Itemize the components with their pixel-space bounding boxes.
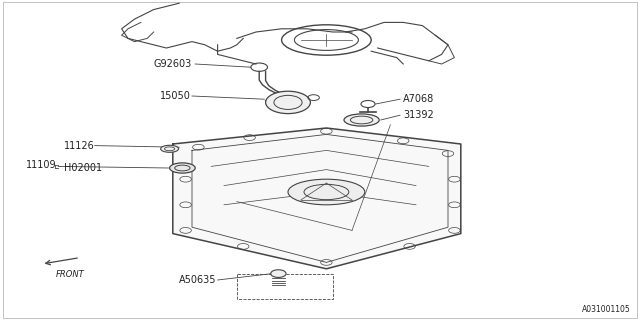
Ellipse shape (344, 114, 379, 126)
Ellipse shape (288, 179, 365, 205)
Text: A50635: A50635 (179, 275, 217, 285)
Text: FRONT: FRONT (56, 270, 84, 279)
Text: G92603: G92603 (154, 59, 192, 69)
Text: H02001: H02001 (64, 163, 102, 173)
Text: A7068: A7068 (403, 94, 435, 104)
Ellipse shape (170, 163, 195, 173)
Text: A031001105: A031001105 (582, 305, 630, 314)
Polygon shape (173, 128, 461, 269)
Text: 11109: 11109 (26, 160, 56, 170)
Ellipse shape (161, 145, 179, 152)
Text: 11126: 11126 (64, 140, 95, 151)
Circle shape (266, 91, 310, 114)
Text: 15050: 15050 (160, 91, 191, 101)
Text: 31392: 31392 (403, 110, 434, 120)
Circle shape (271, 270, 286, 277)
